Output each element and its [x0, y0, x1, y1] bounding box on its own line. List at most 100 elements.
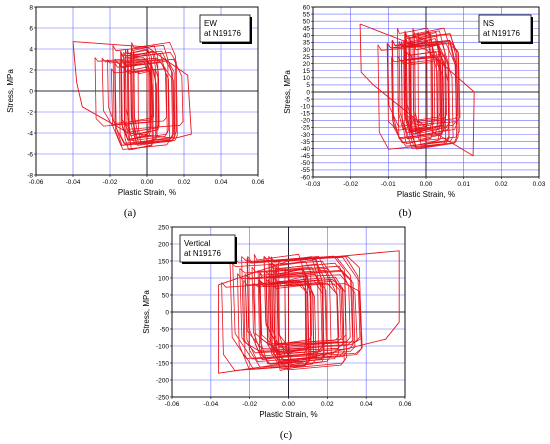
hysteresis-loop: [377, 44, 450, 150]
y-tick-label: 50: [162, 292, 170, 299]
chart-panel-1: -0.06 -0.04 -0.02 0.00 0.02 0.04 0.06 -8 -6 -4 -2 0…: [6, 4, 265, 219]
y-tick-label: -50: [160, 326, 170, 333]
y-tick-label: 10: [303, 75, 311, 82]
hysteresis-loop: [237, 273, 317, 370]
y-tick-label: -25: [301, 125, 311, 132]
hysteresis-loop: [259, 280, 325, 365]
hysteresis-loop: [241, 256, 354, 351]
legend-frame: [478, 14, 532, 43]
hysteresis-loop: [121, 53, 168, 142]
x-tick-label: 0.00: [420, 181, 433, 188]
x-tick-label: -0.01: [381, 181, 396, 188]
legend-line: Vertical: [184, 239, 210, 248]
hysteresis-loop: [259, 282, 340, 345]
y-tick-label: 0: [29, 88, 33, 95]
y-tick-label: 150: [158, 258, 169, 265]
legend-line: at N19176: [204, 29, 241, 38]
legend-line: at N19176: [184, 249, 221, 258]
x-tick-label: 0.06: [252, 179, 265, 186]
y-tick-label: -40: [301, 146, 311, 153]
y-tick-label: 30: [303, 47, 311, 54]
panel-label: (b): [399, 207, 412, 219]
hysteresis-loop: [259, 272, 315, 365]
hysteresis-loop: [114, 58, 175, 144]
hysteresis-loop: [271, 261, 312, 345]
chart-panel-3: -0.06 -0.04 -0.02 0.00 0.02 0.04 0.06 -250 -200 -…: [142, 224, 412, 441]
hysteresis-loop: [246, 257, 327, 353]
y-tick-label: 55: [303, 11, 311, 18]
y-tick-label: 4: [29, 46, 33, 53]
y-tick-label: -250: [156, 394, 169, 401]
y-axis-label: Stress, MPa: [6, 69, 15, 113]
x-axis-label: Plastic Strain, %: [397, 190, 455, 199]
y-tick-label: -50: [301, 160, 311, 167]
x-tick-label: 0.04: [215, 179, 228, 186]
y-tick-label: -150: [156, 360, 169, 367]
hysteresis-curves: [218, 250, 400, 374]
y-tick-label: 8: [29, 4, 33, 11]
y-tick-label: 0: [306, 89, 310, 96]
y-tick-label: -2: [27, 109, 33, 116]
x-tick-label: 0.06: [399, 401, 412, 408]
legend-frame: [199, 14, 251, 43]
hysteresis-loop: [269, 262, 347, 370]
y-tick-label: -10: [301, 103, 311, 110]
x-axis-label: Plastic Strain, %: [259, 410, 317, 419]
x-tick-label: -0.04: [66, 179, 81, 186]
hysteresis-loop: [127, 48, 152, 137]
x-tick-label: 0.02: [321, 401, 334, 408]
x-tick-label: 0.00: [282, 401, 295, 408]
y-tick-label: 20: [303, 61, 311, 68]
hysteresis-loop: [107, 59, 155, 124]
y-axis-label: Stress, MPa: [142, 290, 151, 334]
x-tick-label: 0.04: [360, 401, 373, 408]
hysteresis-loop: [278, 259, 324, 358]
hysteresis-loop: [397, 55, 454, 147]
y-tick-label: -5: [304, 96, 310, 103]
y-tick-label: -55: [301, 167, 311, 174]
hysteresis-loop: [405, 38, 442, 136]
hysteresis-loop: [131, 42, 177, 143]
hysteresis-loop: [276, 265, 351, 347]
y-tick-label: -35: [301, 139, 311, 146]
y-tick-label: 35: [303, 40, 311, 47]
hysteresis-loop: [408, 35, 442, 147]
y-tick-label: 15: [303, 68, 311, 75]
hysteresis-curves: [359, 23, 475, 157]
y-tick-label: 5: [306, 82, 310, 89]
hysteresis-loop-extreme: [72, 41, 192, 139]
y-tick-label: -60: [301, 174, 311, 181]
hysteresis-loop: [112, 44, 174, 146]
y-tick-label: -4: [27, 130, 33, 137]
hysteresis-loop: [392, 39, 438, 140]
chart-panel-2: -0.03 -0.02 -0.01 0.00 0.01 0.02 0.03-60-55-50…: [283, 4, 546, 219]
hysteresis-loop: [271, 256, 319, 363]
y-tick-label: -100: [156, 343, 169, 350]
x-tick-label: -0.02: [242, 401, 257, 408]
x-tick-label: 0.01: [457, 181, 470, 188]
hysteresis-loop: [257, 269, 339, 365]
x-tick-label: -0.02: [103, 179, 118, 186]
y-tick-label: 6: [29, 25, 33, 32]
y-tick-label: 250: [158, 224, 169, 231]
y-tick-label: -15: [301, 111, 311, 118]
x-axis-label: Plastic Strain, %: [118, 188, 176, 197]
y-tick-label: -6: [27, 151, 33, 158]
y-tick-label: 45: [303, 26, 311, 33]
hysteresis-loop: [243, 279, 310, 370]
x-tick-label: 0.03: [533, 181, 546, 188]
hysteresis-loop: [258, 279, 342, 346]
y-tick-label: 2: [29, 67, 33, 74]
hysteresis-loop: [386, 42, 457, 131]
y-tick-label: 40: [303, 33, 311, 40]
y-tick-label: 100: [158, 275, 169, 282]
panel-label: (a): [124, 207, 137, 219]
y-tick-label: 50: [303, 18, 311, 25]
y-tick-label: 25: [303, 54, 311, 61]
x-tick-label: 0.00: [141, 179, 154, 186]
y-tick-label: -200: [156, 377, 169, 384]
